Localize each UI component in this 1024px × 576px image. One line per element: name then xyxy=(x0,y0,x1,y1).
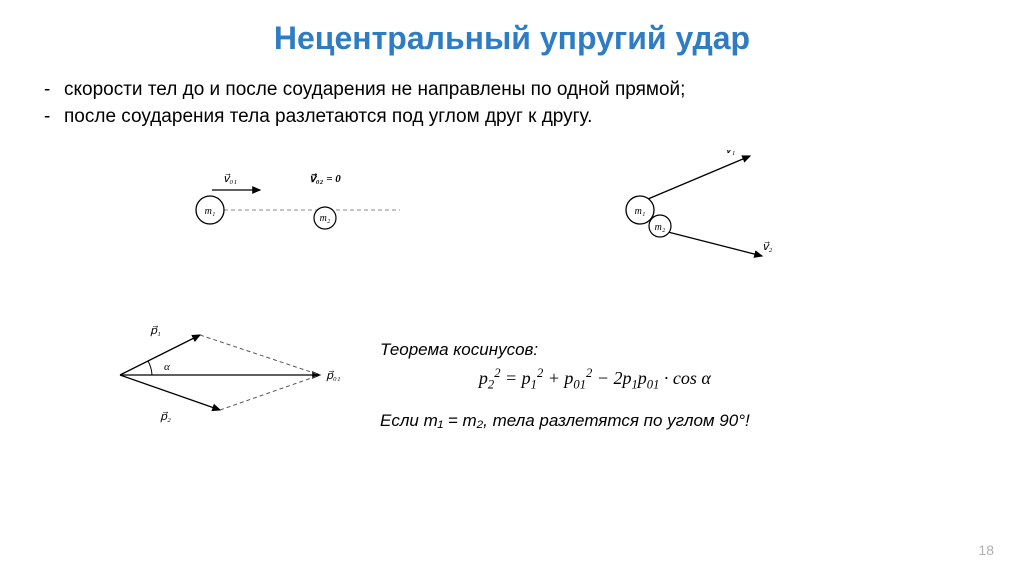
p1-arrow xyxy=(120,335,200,375)
cosines-block: Теорема косинусов: p22 = p12 + p012 − 2p… xyxy=(380,340,750,431)
diagram-after: v⃗₁ v⃗₂ m₁ m₂ xyxy=(600,150,800,285)
mass2-label: m₂ xyxy=(655,222,666,233)
v2-label: v⃗₂ xyxy=(762,241,773,253)
v1-label: v⃗₁ xyxy=(725,150,736,156)
p2-label: p⃗₂ xyxy=(160,411,171,423)
mass2-label: m₂ xyxy=(320,213,331,224)
alpha-label: α xyxy=(164,361,170,373)
vector-diagram: p⃗₀₁ p⃗₁ p⃗₂ α xyxy=(100,320,360,435)
alpha-arc xyxy=(148,361,152,375)
p2-arrow xyxy=(120,375,220,410)
cosines-heading: Теорема косинусов: xyxy=(380,340,750,360)
v1-arrow xyxy=(648,156,750,199)
cosines-formula: p22 = p12 + p012 − 2p1p01 · cos α xyxy=(380,366,750,393)
cosines-note: Если m₁ = m₂, тела разлетятся по углом 9… xyxy=(380,411,750,431)
p1-label: p⃗₁ xyxy=(150,325,161,337)
page-title: Нецентральный упругий удар xyxy=(40,20,984,57)
v02-label: v⃗₀₂ = 0 xyxy=(309,173,341,185)
bullet-item: скорости тел до и после соударения не на… xyxy=(40,77,984,104)
v2-arrow xyxy=(668,232,762,256)
p01-label: p⃗₀₁ xyxy=(326,370,341,382)
bullet-item: после соударения тела разлетаются под уг… xyxy=(40,104,984,131)
diagram-before: m₁ m₂ v⃗₀₁ v⃗₀₂ = 0 xyxy=(170,160,420,265)
v01-label: v⃗₀₁ xyxy=(223,173,237,185)
bullet-list: скорости тел до и после соударения не на… xyxy=(40,77,984,130)
page-number: 18 xyxy=(978,542,994,558)
dashed-edge xyxy=(200,335,320,375)
mass1-label: m₁ xyxy=(635,206,646,217)
dashed-edge xyxy=(220,375,320,410)
mass1-label: m₁ xyxy=(205,206,216,217)
